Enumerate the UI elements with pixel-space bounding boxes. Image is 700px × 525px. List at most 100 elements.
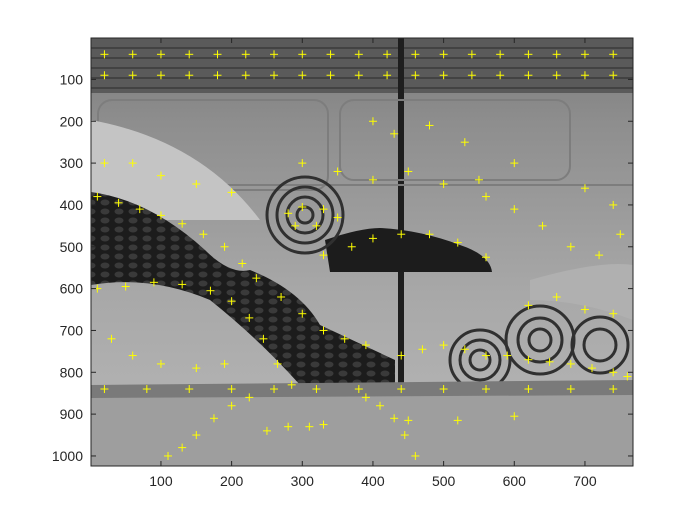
feature-point xyxy=(273,359,282,368)
feature-point xyxy=(354,71,363,80)
y-tick-label: 900 xyxy=(60,406,84,422)
feature-point xyxy=(368,175,377,184)
feature-point xyxy=(439,385,448,394)
feature-point xyxy=(510,205,519,214)
feature-point xyxy=(460,345,469,354)
feature-point xyxy=(439,71,448,80)
feature-point xyxy=(552,292,561,301)
feature-point xyxy=(220,242,229,251)
feature-point xyxy=(609,309,618,318)
feature-point xyxy=(100,50,109,59)
feature-point xyxy=(192,431,201,440)
feature-point xyxy=(467,50,476,59)
feature-point xyxy=(453,416,462,425)
feature-point xyxy=(245,393,254,402)
feature-point xyxy=(128,159,137,168)
feature-point xyxy=(192,364,201,373)
feature-point xyxy=(609,200,618,209)
feature-point xyxy=(623,372,632,381)
feature-point xyxy=(383,50,392,59)
feature-point xyxy=(100,71,109,80)
feature-point xyxy=(227,297,236,306)
feature-point xyxy=(206,286,215,295)
feature-point xyxy=(397,351,406,360)
feature-point xyxy=(354,385,363,394)
feature-point xyxy=(114,198,123,207)
feature-point xyxy=(319,205,328,214)
x-axis: 100 200 300 400 500 600 700 xyxy=(149,38,597,489)
feature-point xyxy=(156,359,165,368)
feature-point xyxy=(474,175,483,184)
feature-point xyxy=(404,416,413,425)
feature-point xyxy=(128,50,137,59)
feature-point xyxy=(270,50,279,59)
feature-point xyxy=(397,230,406,239)
feature-point xyxy=(241,71,250,80)
y-tick-label: 400 xyxy=(60,197,84,213)
y-tick-label: 800 xyxy=(60,364,84,380)
feature-point xyxy=(510,412,519,421)
feature-point xyxy=(213,71,222,80)
feature-point xyxy=(227,401,236,410)
feature-point xyxy=(270,71,279,80)
feature-point xyxy=(418,345,427,354)
feature-point xyxy=(467,71,476,80)
y-tick-label: 100 xyxy=(60,71,84,87)
feature-point xyxy=(326,50,335,59)
feature-point xyxy=(361,393,370,402)
feature-point xyxy=(238,259,247,268)
feature-point xyxy=(100,159,109,168)
feature-point xyxy=(609,50,618,59)
feature-point xyxy=(425,230,434,239)
feature-point xyxy=(439,50,448,59)
x-tick-label: 500 xyxy=(432,473,456,489)
feature-point xyxy=(524,385,533,394)
feature-point xyxy=(305,422,314,431)
x-tick-label: 200 xyxy=(220,473,244,489)
x-tick-label: 600 xyxy=(503,473,527,489)
feature-point xyxy=(333,213,342,222)
feature-point xyxy=(566,385,575,394)
feature-point xyxy=(312,221,321,230)
feature-point xyxy=(326,71,335,80)
y-tick-label: 600 xyxy=(60,281,84,297)
background-photo xyxy=(91,38,633,466)
feature-point xyxy=(368,234,377,243)
feature-point xyxy=(298,309,307,318)
feature-point xyxy=(270,385,279,394)
feature-point xyxy=(616,230,625,239)
feature-point xyxy=(259,334,268,343)
feature-point xyxy=(411,71,420,80)
feature-point xyxy=(227,188,236,197)
feature-point xyxy=(319,251,328,260)
feature-point xyxy=(397,385,406,394)
feature-point xyxy=(524,301,533,310)
feature-point xyxy=(482,253,491,262)
feature-point xyxy=(552,71,561,80)
feature-point xyxy=(496,71,505,80)
feature-point xyxy=(538,221,547,230)
feature-point xyxy=(298,159,307,168)
feature-point xyxy=(376,401,385,410)
feature-point xyxy=(545,357,554,366)
feature-point xyxy=(291,221,300,230)
feature-point xyxy=(425,121,434,130)
y-tick-label: 700 xyxy=(60,322,84,338)
feature-point xyxy=(128,71,137,80)
x-tick-label: 700 xyxy=(573,473,597,489)
feature-point xyxy=(245,313,254,322)
feature-point xyxy=(156,171,165,180)
feature-point xyxy=(347,242,356,251)
feature-point xyxy=(340,334,349,343)
feature-point xyxy=(404,167,413,176)
feature-point xyxy=(390,414,399,423)
feature-point xyxy=(496,50,505,59)
feature-point xyxy=(185,385,194,394)
feature-point xyxy=(510,159,519,168)
x-tick-label: 400 xyxy=(361,473,385,489)
feature-point xyxy=(241,50,250,59)
feature-point xyxy=(580,184,589,193)
feature-point xyxy=(252,274,261,283)
feature-point xyxy=(609,71,618,80)
